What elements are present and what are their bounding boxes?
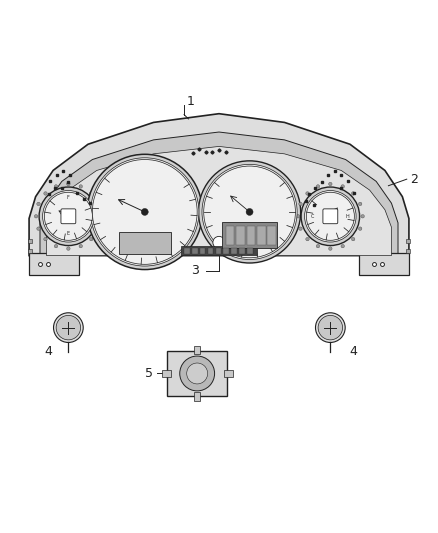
Circle shape xyxy=(351,237,355,241)
FancyBboxPatch shape xyxy=(323,209,338,224)
Circle shape xyxy=(87,154,202,270)
Polygon shape xyxy=(40,132,398,256)
Circle shape xyxy=(351,192,355,195)
Circle shape xyxy=(358,202,362,206)
Circle shape xyxy=(89,237,93,241)
Polygon shape xyxy=(29,114,409,256)
Circle shape xyxy=(89,192,93,195)
Circle shape xyxy=(316,245,320,248)
Text: H: H xyxy=(346,214,350,219)
Text: C: C xyxy=(311,214,314,219)
FancyBboxPatch shape xyxy=(29,253,79,275)
Circle shape xyxy=(358,227,362,230)
Circle shape xyxy=(202,164,297,260)
Text: F: F xyxy=(67,196,70,200)
Circle shape xyxy=(54,185,58,188)
FancyBboxPatch shape xyxy=(257,227,266,245)
FancyBboxPatch shape xyxy=(236,227,245,245)
Circle shape xyxy=(341,185,344,188)
Circle shape xyxy=(34,215,38,218)
Circle shape xyxy=(44,192,47,195)
Circle shape xyxy=(213,236,225,248)
Circle shape xyxy=(39,187,98,246)
FancyBboxPatch shape xyxy=(239,248,245,254)
Circle shape xyxy=(316,185,320,188)
FancyBboxPatch shape xyxy=(215,248,221,254)
Circle shape xyxy=(361,215,364,218)
Circle shape xyxy=(318,316,343,340)
Circle shape xyxy=(341,245,344,248)
Circle shape xyxy=(141,208,148,215)
FancyBboxPatch shape xyxy=(194,392,200,401)
Circle shape xyxy=(306,192,309,195)
Circle shape xyxy=(327,213,334,220)
Circle shape xyxy=(65,213,72,220)
FancyBboxPatch shape xyxy=(167,351,227,395)
FancyBboxPatch shape xyxy=(359,253,409,275)
Circle shape xyxy=(306,237,309,241)
FancyBboxPatch shape xyxy=(268,227,276,245)
Text: 1: 1 xyxy=(187,95,194,108)
Circle shape xyxy=(304,190,356,242)
FancyBboxPatch shape xyxy=(208,248,213,254)
Circle shape xyxy=(96,227,100,230)
FancyBboxPatch shape xyxy=(181,246,257,255)
FancyBboxPatch shape xyxy=(231,248,237,254)
Circle shape xyxy=(204,166,295,258)
Circle shape xyxy=(328,247,332,251)
Text: 4: 4 xyxy=(350,345,357,358)
Circle shape xyxy=(67,182,70,185)
Circle shape xyxy=(44,192,92,240)
FancyBboxPatch shape xyxy=(162,370,170,376)
Circle shape xyxy=(315,313,345,343)
Text: 2: 2 xyxy=(410,173,418,185)
FancyBboxPatch shape xyxy=(194,346,200,354)
Text: 5: 5 xyxy=(145,367,153,380)
FancyBboxPatch shape xyxy=(184,248,190,254)
FancyBboxPatch shape xyxy=(223,248,229,254)
Circle shape xyxy=(328,182,332,185)
Circle shape xyxy=(53,313,83,343)
Text: 3: 3 xyxy=(191,264,199,277)
Circle shape xyxy=(79,185,82,188)
Circle shape xyxy=(299,227,302,230)
Polygon shape xyxy=(46,147,392,256)
Circle shape xyxy=(301,187,360,246)
Circle shape xyxy=(296,215,300,218)
FancyBboxPatch shape xyxy=(119,231,171,254)
Circle shape xyxy=(198,161,300,263)
Circle shape xyxy=(299,202,302,206)
Text: E: E xyxy=(67,231,70,236)
Circle shape xyxy=(91,158,199,266)
FancyBboxPatch shape xyxy=(192,248,198,254)
Circle shape xyxy=(42,190,94,242)
Circle shape xyxy=(99,215,102,218)
Circle shape xyxy=(67,247,70,251)
Circle shape xyxy=(54,245,58,248)
FancyBboxPatch shape xyxy=(247,248,253,254)
Circle shape xyxy=(37,227,40,230)
FancyBboxPatch shape xyxy=(226,227,234,245)
Circle shape xyxy=(44,237,47,241)
Circle shape xyxy=(37,202,40,206)
Circle shape xyxy=(306,192,354,240)
FancyBboxPatch shape xyxy=(200,248,205,254)
Circle shape xyxy=(92,159,197,264)
Circle shape xyxy=(79,245,82,248)
Circle shape xyxy=(96,202,100,206)
FancyBboxPatch shape xyxy=(247,227,255,245)
Circle shape xyxy=(187,363,208,384)
Circle shape xyxy=(56,316,81,340)
FancyBboxPatch shape xyxy=(224,370,233,376)
FancyBboxPatch shape xyxy=(61,209,76,224)
Circle shape xyxy=(180,356,215,391)
Text: 4: 4 xyxy=(44,345,52,358)
FancyBboxPatch shape xyxy=(223,222,277,248)
Circle shape xyxy=(246,208,253,215)
